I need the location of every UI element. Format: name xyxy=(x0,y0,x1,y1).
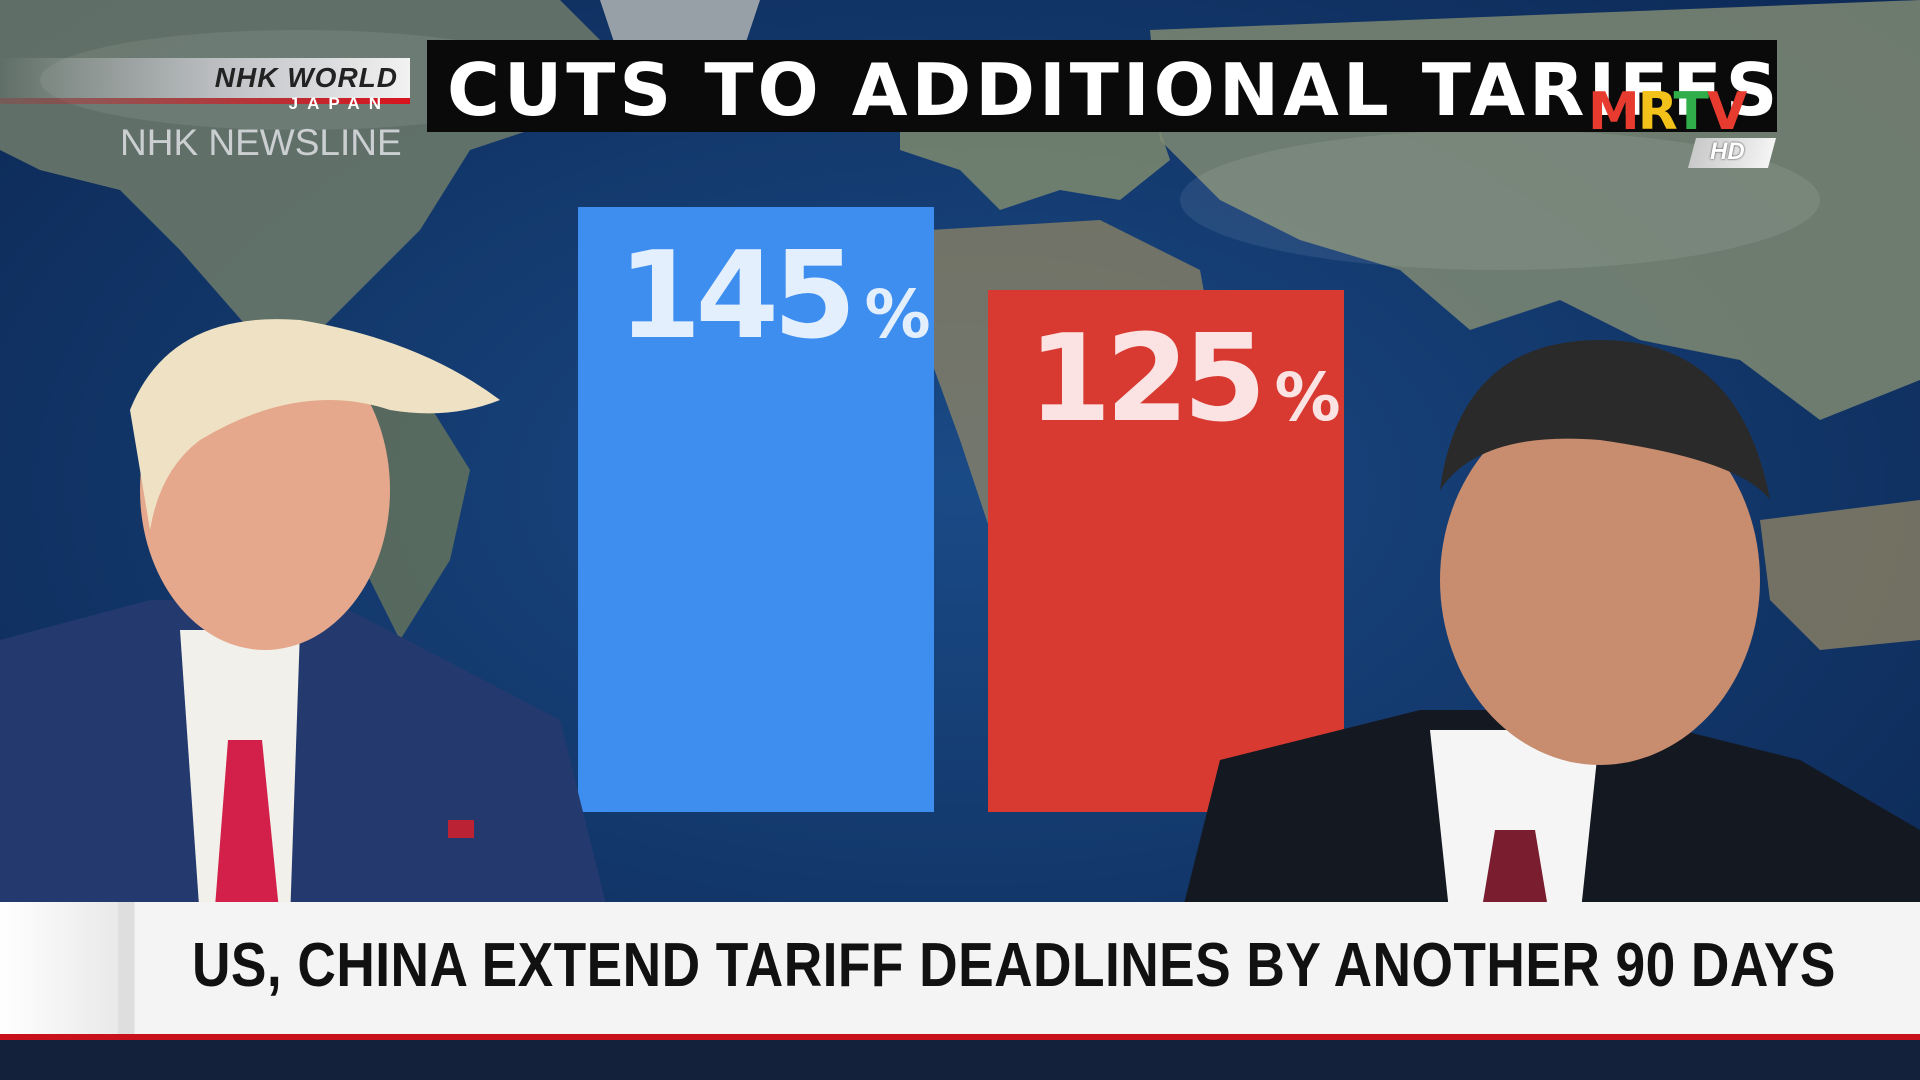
tariff-bar-unit: % xyxy=(1274,359,1341,436)
continent-australia xyxy=(1760,500,1920,650)
mrtv-logo: MRTV HD xyxy=(1580,82,1780,172)
us-leader-portrait xyxy=(0,319,610,920)
lower-third-banner xyxy=(0,902,1920,1040)
nhk-world-logo-text: NHK WORLD xyxy=(214,62,398,93)
flag-pin-icon xyxy=(448,820,474,838)
china-leader-portrait xyxy=(1180,340,1920,920)
hd-badge: HD xyxy=(1710,138,1745,165)
tariff-bar-label-1: 145% xyxy=(618,227,931,366)
title-banner: CUTS TO ADDITIONAL TARIFFS xyxy=(427,40,1778,132)
mrtv-letter: R xyxy=(1637,82,1676,142)
tariff-bar-value: 125 xyxy=(1028,310,1266,449)
bottom-strip xyxy=(0,1040,1920,1080)
mrtv-letter: T xyxy=(1673,82,1709,142)
program-name: NHK NEWSLINE xyxy=(120,122,402,163)
mrtv-letter: M xyxy=(1588,82,1640,142)
tariff-bar-value: 145 xyxy=(618,227,856,366)
page-title: CUTS TO ADDITIONAL TARIFFS xyxy=(447,48,1782,132)
headline-text: US, CHINA EXTEND TARIFF DEADLINES BY ANO… xyxy=(192,931,1836,1000)
tariff-bar-unit: % xyxy=(864,276,931,353)
nhk-world-logo: NHK WORLD JAPAN xyxy=(0,58,410,114)
mrtv-letter: V xyxy=(1706,82,1747,142)
tariff-bar-1 xyxy=(578,207,934,812)
tariff-bar-label-2: 125% xyxy=(1028,310,1341,449)
mrtv-logo-text: MRTV xyxy=(1588,82,1747,142)
nhk-world-logo-subtext: JAPAN xyxy=(288,94,390,113)
tariff-bar-2 xyxy=(988,290,1344,812)
